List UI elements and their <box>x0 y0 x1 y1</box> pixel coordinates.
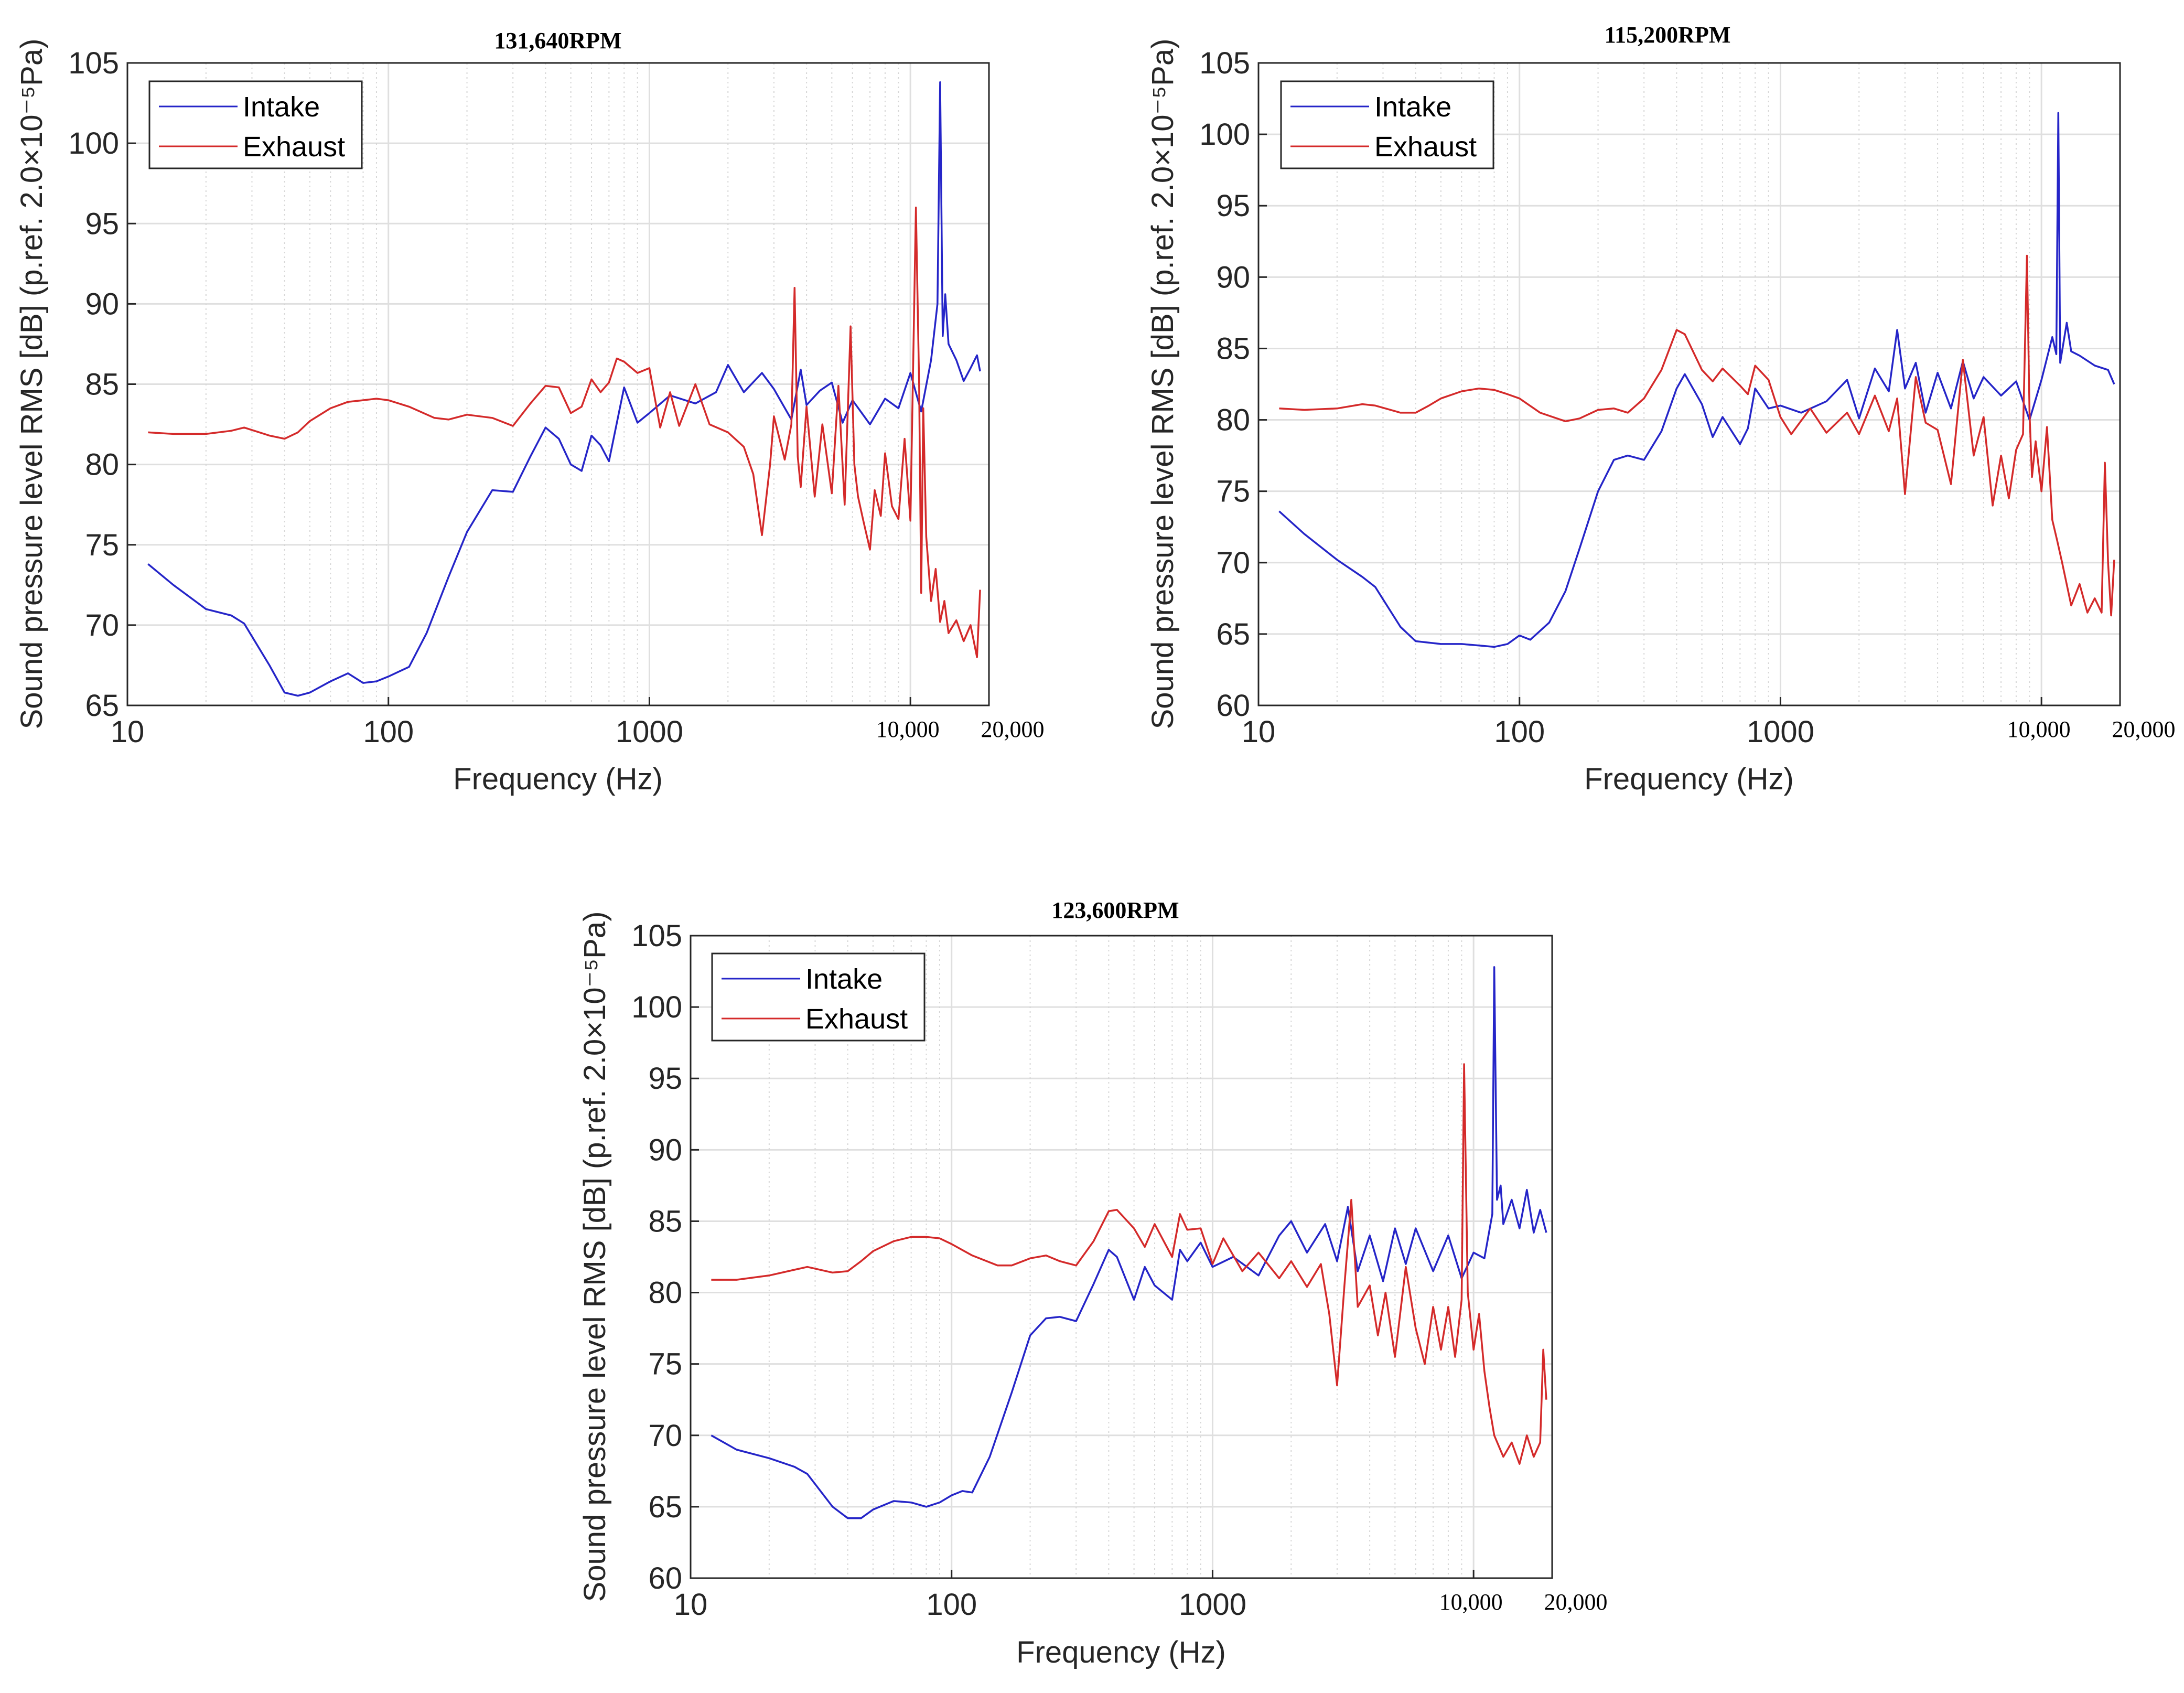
chart-2-y-tick-label: 65 <box>1216 617 1250 651</box>
chart-2-x-ticks: 10 100 1000 10,000 20,000 <box>1242 697 2176 749</box>
chart-3-x-tick-label: 10 <box>674 1588 708 1622</box>
chart-2-legend-label-intake: Intake <box>1374 91 1451 123</box>
chart-1-x-tick-label: 10,000 <box>876 716 940 742</box>
chart-2-series-exhaust-line <box>1279 254 2115 617</box>
chart-2-y-tick-label: 90 <box>1216 260 1250 294</box>
chart-1-y-tick-label: 90 <box>85 287 119 321</box>
chart-panel-1: 131,640RPM 65 70 75 80 85 90 95 100 105 10 100 100… <box>15 28 1045 796</box>
chart-1-legend: Intake Exhaust <box>148 80 363 169</box>
chart-3-x-tick-label: 100 <box>926 1588 977 1622</box>
chart-1-legend-box <box>148 80 363 169</box>
chart-1-y-tick-label: 105 <box>68 46 119 80</box>
chart-3-y-tick-label: 75 <box>648 1347 682 1381</box>
chart-3-y-tick-label: 80 <box>648 1276 682 1310</box>
chart-2-legend: Intake Exhaust <box>1280 80 1494 169</box>
chart-2-x-tick-label: 20,000 <box>2112 716 2176 742</box>
chart-3-y-tick-label: 95 <box>648 1062 682 1096</box>
chart-3-legend-box <box>711 952 926 1042</box>
chart-1-lines <box>147 81 981 697</box>
chart-1-x-tick-label: 100 <box>363 715 414 749</box>
chart-3-plot-frame <box>690 935 1553 1579</box>
chart-3-legend: Intake Exhaust <box>711 952 926 1042</box>
chart-3-legend-label-intake: Intake <box>805 963 883 995</box>
chart-1-y-ticks: 65 70 75 80 85 90 95 100 105 <box>68 46 136 723</box>
chart-2-y-ticks: 60 65 70 75 80 85 90 95 100 105 <box>1199 46 1267 723</box>
chart-3-y-axis-label: Sound pressure level RMS [dB] (p.ref. 2.… <box>578 912 612 1602</box>
chart-3-x-tick-label: 1000 <box>1179 1588 1246 1622</box>
chart-1-y-tick-label: 80 <box>85 448 119 482</box>
chart-2-y-tick-label: 80 <box>1216 403 1250 437</box>
chart-3-y-tick-label: 70 <box>648 1419 682 1453</box>
chart-1-series-exhaust-line <box>148 206 981 658</box>
chart-1-x-axis-label: Frequency (Hz) <box>453 762 663 796</box>
chart-3-x-axis-label: Frequency (Hz) <box>1016 1635 1226 1669</box>
chart-1-legend-label-intake: Intake <box>243 91 320 123</box>
chart-3-lines <box>711 966 1547 1519</box>
chart-2-y-tick-label: 95 <box>1216 189 1250 223</box>
chart-2-x-axis-label: Frequency (Hz) <box>1584 762 1794 796</box>
chart-2-y-axis-label: Sound pressure level RMS [dB] (p.ref. 2.… <box>1146 39 1180 730</box>
chart-2-y-tick-label: 100 <box>1199 117 1250 152</box>
chart-2-y-tick-label: 75 <box>1216 475 1250 509</box>
chart-3-x-tick-label: 10,000 <box>1439 1589 1503 1615</box>
chart-1-series-intake-line <box>147 81 981 697</box>
chart-1-y-tick-label: 95 <box>85 207 119 241</box>
chart-3-series-exhaust-line <box>711 1063 1547 1465</box>
chart-2-series-intake-line <box>1278 112 2115 648</box>
chart-3-title: 123,600RPM <box>1051 897 1179 923</box>
chart-3-y-tick-label: 85 <box>648 1204 682 1238</box>
chart-3-legend-label-exhaust: Exhaust <box>805 1003 908 1035</box>
chart-1-y-axis-label: Sound pressure level RMS [dB] (p.ref. 2.… <box>15 39 49 730</box>
chart-1-legend-label-exhaust: Exhaust <box>243 131 345 163</box>
chart-1-y-tick-label: 85 <box>85 368 119 402</box>
chart-2-y-tick-label: 60 <box>1216 689 1250 723</box>
chart-3-y-tick-label: 90 <box>648 1133 682 1167</box>
chart-2-x-tick-label: 10 <box>1242 715 1276 749</box>
chart-3-series-intake-line <box>711 966 1547 1519</box>
chart-3-x-tick-label: 20,000 <box>1544 1589 1608 1615</box>
chart-3-y-ticks: 60 65 70 75 80 85 90 95 100 105 <box>631 919 699 1595</box>
chart-2-legend-box <box>1280 80 1494 169</box>
chart-2-title: 115,200RPM <box>1605 22 1731 48</box>
chart-1-y-tick-label: 75 <box>85 528 119 562</box>
chart-3-x-ticks: 10 100 1000 10,000 20,000 <box>674 1570 1608 1622</box>
chart-2-grid <box>1257 62 2121 706</box>
chart-1-x-tick-label: 1000 <box>616 715 683 749</box>
chart-2-y-tick-label: 70 <box>1216 546 1250 580</box>
chart-2-lines <box>1278 112 2115 648</box>
chart-2-y-tick-label: 105 <box>1199 46 1250 80</box>
chart-3-y-tick-label: 60 <box>648 1561 682 1595</box>
chart-1-x-tick-label: 20,000 <box>981 716 1045 742</box>
chart-2-y-tick-label: 85 <box>1216 331 1250 366</box>
chart-1-y-tick-label: 100 <box>68 126 119 160</box>
chart-2-plot-frame <box>1257 62 2121 706</box>
chart-1-y-tick-label: 70 <box>85 608 119 642</box>
chart-1-title: 131,640RPM <box>494 28 621 53</box>
chart-2-legend-label-exhaust: Exhaust <box>1374 131 1477 163</box>
chart-3-y-tick-label: 65 <box>648 1490 682 1524</box>
chart-2-x-tick-label: 10,000 <box>2007 716 2071 742</box>
chart-2-x-tick-label: 100 <box>1494 715 1545 749</box>
chart-3-y-tick-label: 105 <box>631 919 682 953</box>
chart-2-x-tick-label: 1000 <box>1747 715 1814 749</box>
chart-1-y-tick-label: 65 <box>85 689 119 723</box>
chart-1-x-ticks: 10 100 1000 10,000 20,000 <box>111 697 1045 749</box>
chart-3-y-tick-label: 100 <box>631 990 682 1024</box>
chart-1-x-tick-label: 10 <box>111 715 145 749</box>
